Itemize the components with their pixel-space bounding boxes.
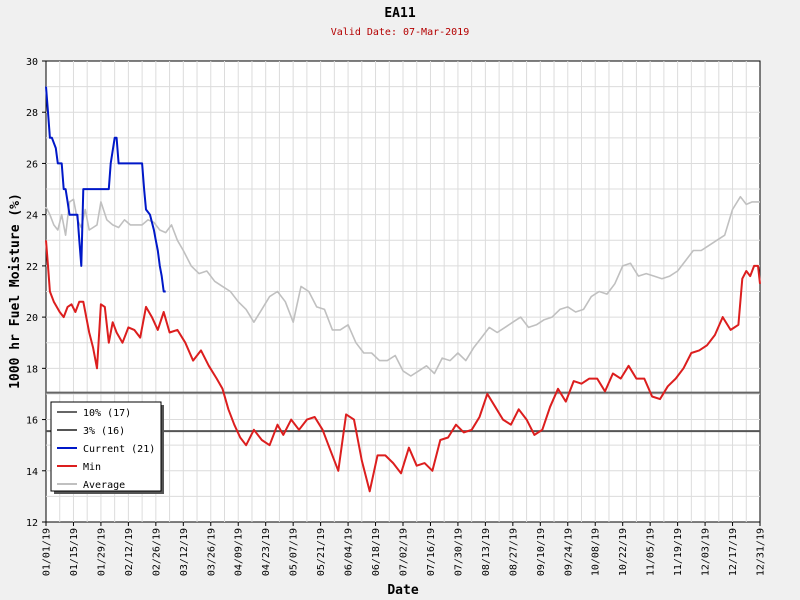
y-tick-label: 12 <box>26 518 38 529</box>
x-axis-label: Date <box>387 583 418 598</box>
legend-label: 10% (17) <box>83 408 131 419</box>
x-tick-label: 10/08/19 <box>591 528 602 576</box>
x-tick-label: 07/02/19 <box>399 528 410 576</box>
x-tick-label: 12/03/19 <box>701 528 712 576</box>
x-tick-label: 03/12/19 <box>179 528 190 576</box>
legend-label: 3% (16) <box>83 426 125 437</box>
x-tick-label: 10/22/19 <box>618 528 629 576</box>
x-tick-label: 07/30/19 <box>453 528 464 576</box>
y-tick-label: 16 <box>26 416 38 427</box>
x-tick-label: 11/05/19 <box>646 528 657 576</box>
x-tick-label: 02/26/19 <box>151 528 162 576</box>
x-tick-label: 01/01/19 <box>42 528 53 576</box>
x-tick-label: 06/18/19 <box>371 528 382 576</box>
x-tick-label: 12/17/19 <box>728 528 739 576</box>
x-tick-label: 07/16/19 <box>426 528 437 576</box>
x-tick-label: 09/24/19 <box>563 528 574 576</box>
chart-title: EA11 <box>384 6 416 21</box>
y-axis: 12 14 16 18 20 22 24 26 28 30 <box>26 57 46 529</box>
x-tick-label: 08/27/19 <box>508 528 519 576</box>
series-line-min <box>45 240 761 493</box>
legend-label: Current (21) <box>83 444 155 455</box>
x-tick-label: 11/19/19 <box>673 528 684 576</box>
series-line-average <box>45 195 760 377</box>
y-tick-label: 18 <box>26 364 38 375</box>
legend-label: Min <box>83 462 101 473</box>
y-axis-label: 1000 hr Fuel Moisture (%) <box>8 193 23 389</box>
x-tick-label: 05/21/19 <box>316 528 327 576</box>
x-tick-label: 04/09/19 <box>234 528 245 576</box>
x-axis: 01/01/19 01/15/19 01/29/19 02/12/19 02/26/19… <box>42 522 767 576</box>
y-tick-label: 20 <box>26 313 38 324</box>
legend-box <box>50 401 162 492</box>
x-tick-label: 03/26/19 <box>206 528 217 576</box>
legend: 10% (17) 3% (16) Current (21) Min Average <box>50 401 164 494</box>
y-tick-label: 14 <box>26 467 38 478</box>
series-lines <box>45 86 761 493</box>
chart-subtitle: Valid Date: 07-Mar-2019 <box>330 27 470 38</box>
x-tick-label: 09/10/19 <box>536 528 547 576</box>
y-tick-label: 22 <box>26 262 38 273</box>
x-tick-label: 08/13/19 <box>481 528 492 576</box>
x-tick-label: 04/23/19 <box>261 528 272 576</box>
x-tick-label: 01/15/19 <box>69 528 80 576</box>
threshold-lines <box>46 391 760 433</box>
y-tick-label: 28 <box>26 108 38 119</box>
legend-label: Average <box>83 480 125 491</box>
series-line-current-21 <box>45 86 166 293</box>
y-tick-label: 30 <box>26 57 38 68</box>
y-tick-label: 24 <box>26 211 38 222</box>
x-tick-label: 06/04/19 <box>344 528 355 576</box>
x-tick-label: 05/07/19 <box>289 528 300 576</box>
x-tick-label: 01/29/19 <box>96 528 107 576</box>
x-tick-label: 12/31/19 <box>756 528 767 576</box>
y-tick-label: 26 <box>26 159 38 170</box>
x-tick-label: 02/12/19 <box>124 528 135 576</box>
